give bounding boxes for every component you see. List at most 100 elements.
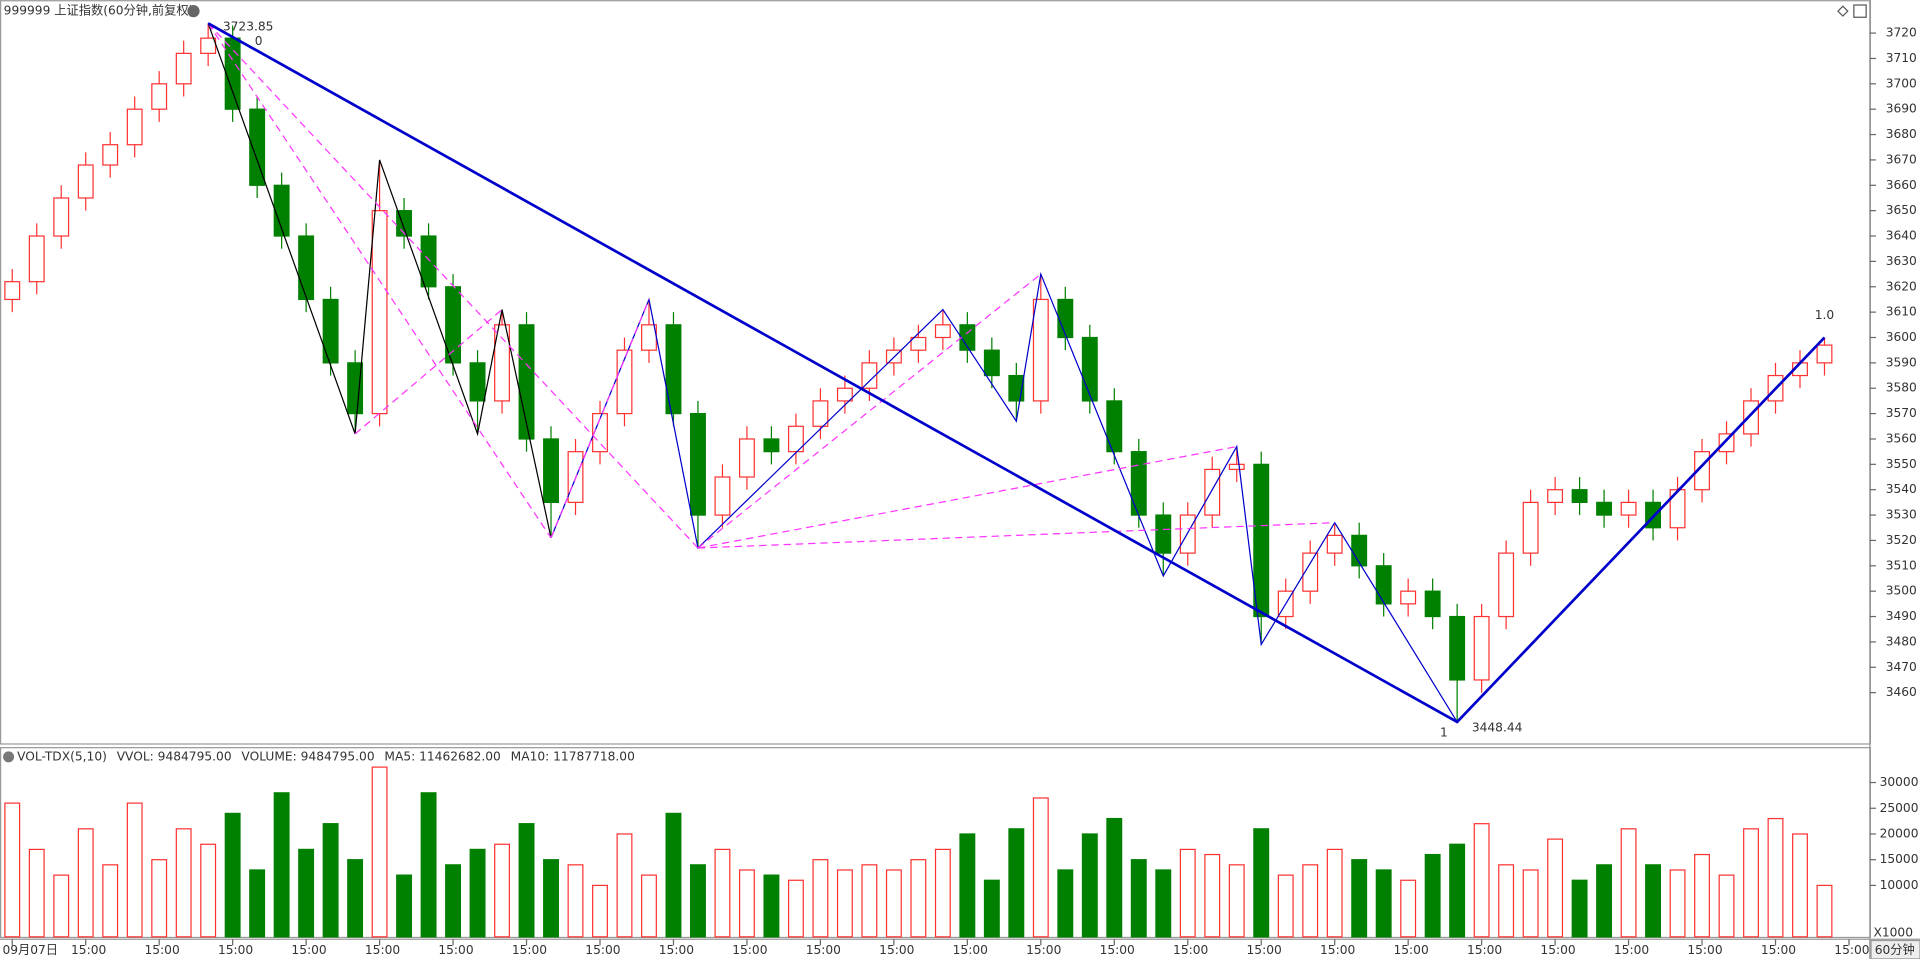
volume-bar [1081,833,1098,938]
dropdown-icon[interactable] [187,5,200,18]
volume-bar [77,828,94,938]
candle-body [1424,590,1441,618]
x-tick-label: 15:00 [1247,943,1282,957]
volume-bar [1473,823,1490,938]
volume-bar [665,812,682,938]
candle-body [959,324,976,351]
candle-body [518,324,535,440]
volume-bar [1302,864,1319,938]
volume-bar [396,874,413,938]
window-icon[interactable] [1853,4,1867,18]
dashed-guide [697,273,1042,549]
volume-bar [273,792,290,938]
volume-header: VOLUME: 9484795.00 [241,749,374,763]
candle-body [1032,298,1049,402]
volume-bar [1228,864,1245,938]
candle-body [1155,514,1172,554]
volume-bar [518,823,535,938]
volume-bar [1718,874,1735,938]
volume-bar [616,833,633,938]
y-tick-label: 3480 [1886,634,1917,648]
x-tick-label: 15:00 [806,943,841,957]
high-label: 3723.85 [223,19,274,33]
candle-body [983,349,1000,377]
y-tick-label: 3590 [1886,355,1917,369]
volume-bar [28,848,45,938]
y-tick-label: 3600 [1886,330,1917,344]
vol-y-tick-label: 30000 [1880,775,1919,789]
vol-y-tick-label: 25000 [1880,801,1919,815]
dashed-guide [550,299,650,539]
y-tick-label: 3650 [1886,203,1917,217]
y-tick-label: 3630 [1886,254,1917,268]
dashed-guide [207,22,552,539]
wave-label: 0 [255,34,263,48]
volume-header: VOL-TDX(5,10) [17,749,107,763]
volume-bar [1694,853,1710,938]
volume-header: MA5: 11462682.00 [384,749,500,763]
x-tick-label: 15:00 [879,943,914,957]
volume-bar [1155,869,1172,938]
volume-bar [1400,879,1417,938]
candle-body [1498,552,1515,618]
vol-dropdown-icon[interactable] [3,751,15,763]
volume-bar [420,792,437,938]
candle-body [200,37,217,54]
candle-body [1302,552,1319,592]
candle-body [763,438,780,453]
volume-bar [1669,869,1686,938]
volume-bar [249,869,266,938]
candle-body [273,184,290,237]
candle-body [592,412,608,453]
candle-body [910,336,927,351]
diamond-icon[interactable] [1837,5,1849,17]
blue-zigzag [550,271,1458,723]
volume-bar [4,802,21,938]
y-tick-label: 3710 [1886,51,1917,65]
volume-bar [1057,869,1074,938]
y-tick-label: 3540 [1886,482,1917,496]
volume-bar [494,843,510,938]
candle-body [347,362,364,415]
volume-bar [53,874,70,938]
candle-body [861,362,878,389]
volume-bar [151,859,168,938]
y-tick-label: 3530 [1886,508,1917,522]
candle-body [1326,534,1343,554]
candle-body [53,197,70,237]
volume-bar [1743,828,1759,938]
volume-bar [812,859,829,938]
candle-body [616,349,633,415]
candle-body [1620,501,1637,516]
low-label: 3448.44 [1472,721,1523,735]
candle-body [469,362,486,402]
volume-bar [1547,838,1564,938]
y-tick-label: 3510 [1886,558,1917,572]
volume-bar [1351,859,1368,938]
candle-body [1081,336,1098,402]
candle-body [249,108,266,186]
y-tick-label: 3520 [1886,533,1917,547]
candle-body [1130,451,1147,516]
y-tick-label: 3690 [1886,102,1917,116]
volume-header: VVOL: 9484795.00 [117,749,232,763]
volume-bar [1253,828,1270,938]
x-tick-label: 15:00 [1100,943,1135,957]
volume-bar [1522,869,1539,938]
candle-body [690,412,706,516]
x-tick-label: 15:00 [1393,943,1428,957]
x-tick-label: 15:00 [1761,943,1796,957]
y-tick-label: 3570 [1886,406,1917,420]
candle-body [1743,400,1759,435]
volume-bar [885,869,902,938]
x-tick-label: 15:00 [1687,943,1722,957]
volume-bar [1008,828,1025,938]
candle-body [1547,489,1564,503]
y-tick-label: 3680 [1886,127,1917,141]
volume-bar [567,864,584,938]
volume-bar [1326,848,1343,938]
candle-body [494,324,510,402]
volume-bar [1130,859,1147,938]
dashed-guide [207,22,699,549]
